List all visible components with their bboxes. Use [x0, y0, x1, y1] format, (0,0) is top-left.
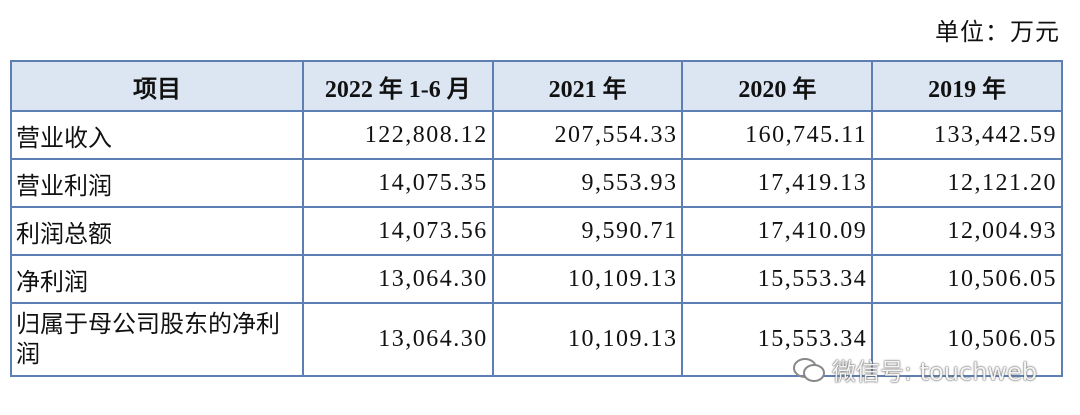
watermark: 微信号: touchweb [792, 352, 1037, 387]
row-label: 归属于母公司股东的净利润 [10, 302, 304, 377]
value-cell: 122,808.12 [301, 110, 494, 160]
table-row: 营业利润 14,075.35 9,553.93 17,419.13 12,121.20 [10, 158, 1063, 208]
value-cell: 13,064.30 [301, 302, 494, 377]
header-cell: 2021 年 [491, 60, 684, 112]
table-row: 归属于母公司股东的净利润 13,064.30 10,109.13 15,553.34 1… [10, 302, 1063, 377]
value-cell: 15,553.34 [681, 302, 874, 377]
table-row: 净利润 13,064.30 10,109.13 15,553.34 10,506.05 [10, 254, 1063, 304]
table-row: 利润总额 14,073.56 9,590.71 17,410.09 12,004.93 [10, 206, 1063, 256]
value-cell: 15,553.34 [681, 254, 874, 304]
value-cell: 133,442.59 [871, 110, 1063, 160]
value-cell: 14,073.56 [301, 206, 494, 256]
row-label: 净利润 [10, 254, 304, 304]
header-row: 项目 2022 年 1-6 月 2021 年 2020 年 2019 年 [10, 60, 1063, 112]
header-cell: 2019 年 [871, 60, 1063, 112]
value-cell: 12,121.20 [871, 158, 1063, 208]
value-cell: 10,506.05 [871, 254, 1063, 304]
value-cell: 17,419.13 [681, 158, 874, 208]
row-label: 营业收入 [10, 110, 304, 160]
table-body: 营业收入 122,808.12 207,554.33 160,745.11 133,44… [10, 110, 1063, 377]
value-cell: 10,109.13 [491, 302, 684, 377]
header-cell: 2020 年 [681, 60, 874, 112]
financial-table: 项目 2022 年 1-6 月 2021 年 2020 年 2019 年 营业收… [10, 60, 1063, 377]
row-label: 利润总额 [10, 206, 304, 256]
value-cell: 10,506.05 [871, 302, 1063, 377]
header-cell: 2022 年 1-6 月 [301, 60, 494, 112]
unit-label: 单位：万元 [935, 20, 1060, 46]
value-cell: 207,554.33 [491, 110, 684, 160]
table-row: 营业收入 122,808.12 207,554.33 160,745.11 133,44… [10, 110, 1063, 160]
watermark-text: 微信号: touchweb [832, 358, 1038, 386]
value-cell: 9,553.93 [491, 158, 684, 208]
value-cell: 17,410.09 [681, 206, 874, 256]
header-cell: 项目 [10, 60, 304, 112]
value-cell: 9,590.71 [491, 206, 684, 256]
value-cell: 10,109.13 [491, 254, 684, 304]
value-cell: 14,075.35 [301, 158, 494, 208]
wechat-icon [793, 357, 825, 382]
value-cell: 13,064.30 [301, 254, 494, 304]
value-cell: 12,004.93 [871, 206, 1063, 256]
value-cell: 160,745.11 [681, 110, 874, 160]
row-label: 营业利润 [10, 158, 304, 208]
